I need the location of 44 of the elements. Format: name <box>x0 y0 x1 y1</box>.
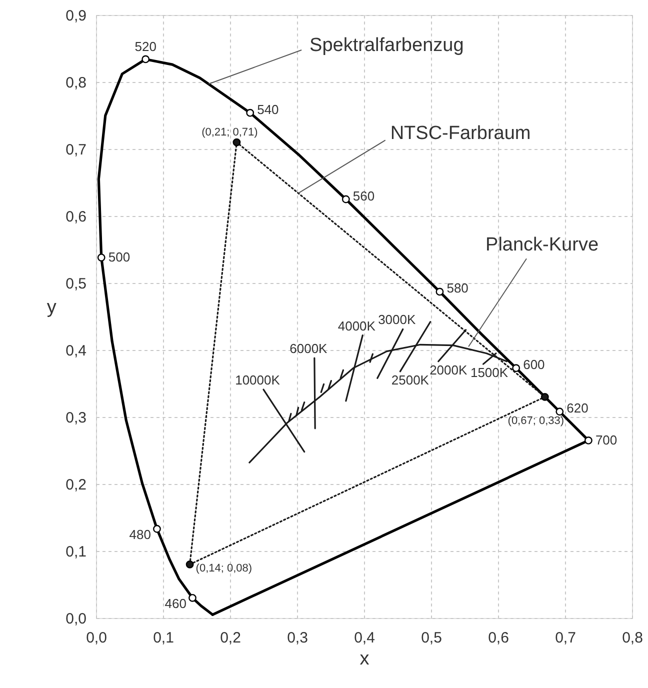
y-tick-label: 0,7 <box>66 142 86 158</box>
y-tick-label: 0,1 <box>66 544 86 560</box>
annotation: 460 <box>164 596 186 611</box>
annotation: 1500K <box>470 365 508 380</box>
annotation: Planck-Kurve <box>486 234 599 256</box>
annotation: 560 <box>352 188 375 204</box>
annotation: 520 <box>134 39 156 54</box>
annotation: (0,14; 0,08) <box>196 562 252 574</box>
y-tick-label: 0,9 <box>66 8 86 24</box>
annotation: 4000K <box>338 318 376 334</box>
annotation: 620 <box>566 400 588 416</box>
annotation: 500 <box>108 250 130 265</box>
y-tick-label: 0,4 <box>66 342 86 360</box>
x-tick-label: 0,3 <box>287 630 308 646</box>
annotation: Spektralfarbenzug <box>310 35 464 56</box>
annotation: (0,21; 0,71) <box>202 126 258 138</box>
y-tick-label: 0,5 <box>66 276 86 292</box>
x-tick-label: 0,8 <box>622 630 643 646</box>
annotation: 480 <box>129 526 151 542</box>
annotation: 580 <box>446 280 468 296</box>
y-tick-label: 0,0 <box>66 610 86 628</box>
y-tick-label: 0,3 <box>66 410 86 426</box>
annotation: 2500K <box>391 372 430 388</box>
annotation: 540 <box>257 102 279 117</box>
y-tick-label: 0,2 <box>66 476 86 494</box>
x-tick-label: 0,2 <box>220 630 241 646</box>
y-tick-label: 0,6 <box>66 208 86 226</box>
y-axis-title: y <box>46 297 57 318</box>
annotation: 700 <box>595 432 618 448</box>
x-tick-label: 0,4 <box>354 630 375 646</box>
annotation: NTSC-Farbraum <box>390 123 531 144</box>
x-tick-label: 0,5 <box>421 630 442 646</box>
annotation: 3000K <box>378 312 416 328</box>
y-tick-label: 0,8 <box>66 74 86 92</box>
x-axis-title: x <box>360 648 370 670</box>
annotation: (0,67; 0,33) <box>508 414 564 427</box>
annotation: 6000K <box>290 341 328 356</box>
x-tick-label: 0,1 <box>153 630 174 646</box>
x-tick-label: 0,7 <box>555 630 576 646</box>
x-tick-label: 0,6 <box>488 630 509 646</box>
annotation: 600 <box>523 357 545 372</box>
annotation: 10000K <box>235 372 280 388</box>
annotation: 2000K <box>430 362 468 378</box>
x-tick-label: 0,0 <box>86 630 107 646</box>
